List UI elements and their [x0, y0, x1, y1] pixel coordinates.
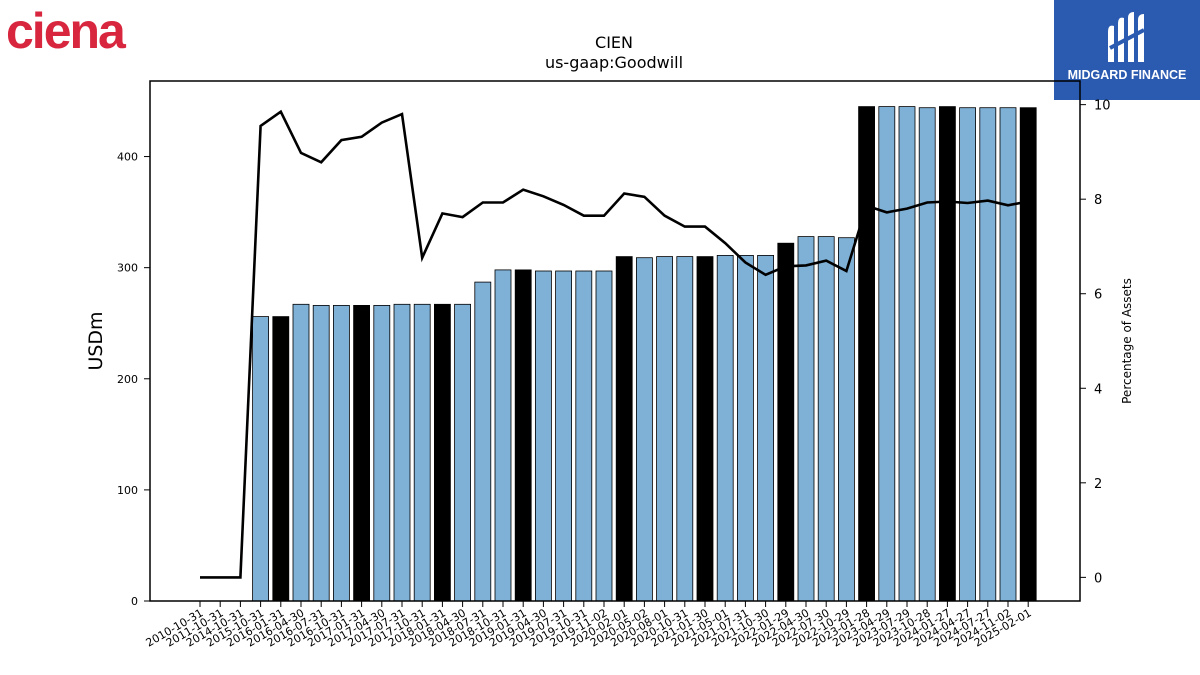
bar-2016-07-31	[312, 304, 330, 602]
chart-subtitle: us-gaap:Goodwill	[545, 53, 683, 72]
bar-2021-07-31	[737, 254, 754, 602]
midgard-logo-icon	[1108, 12, 1145, 63]
bar-2017-07-31	[393, 303, 411, 602]
bar-2016-01-31	[272, 316, 290, 602]
y2-tick-label: 2	[1094, 477, 1102, 492]
bar-2019-10-31	[575, 270, 593, 602]
y-tick-label: 100	[117, 484, 138, 497]
bar-2019-04-30	[535, 270, 552, 602]
y2-tick-label: 4	[1094, 382, 1102, 397]
bar-series	[252, 106, 1037, 602]
bar-2016-04-30	[292, 303, 310, 602]
bar-2017-04-30	[373, 304, 391, 602]
y-tick-label: 300	[117, 262, 138, 275]
bar-2018-07-31	[474, 281, 492, 602]
plot-frame	[149, 80, 1081, 602]
bar-2017-10-31	[413, 303, 431, 602]
publisher-logo-text: MIDGARD FINANCE	[1067, 68, 1187, 82]
bar-2023-10-28	[918, 107, 936, 602]
percentage-line	[200, 109, 1029, 579]
bar-2016-10-31	[332, 304, 350, 602]
bar-2021-10-30	[757, 254, 774, 602]
bar-2023-01-28	[858, 106, 875, 602]
y2-axis-label: Percentage of Assets	[1120, 278, 1134, 404]
bar-2024-11-02	[999, 107, 1017, 602]
bar-2022-10-29	[838, 237, 855, 602]
bar-2025-02-01	[1019, 107, 1037, 602]
bar-2021-01-30	[696, 256, 714, 602]
bar-2018-01-31	[433, 303, 451, 602]
bar-2020-10-31	[676, 256, 694, 602]
y-tick-label: 200	[117, 373, 138, 386]
y2-tick-label: 8	[1094, 193, 1102, 208]
bar-2018-10-31	[494, 269, 512, 602]
y2-axis-ticks: 0 2 4 6 8 10	[1080, 99, 1111, 586]
chart-title: CIEN	[595, 33, 633, 52]
bar-2022-01-29	[777, 242, 795, 602]
bar-2021-05-01	[716, 254, 734, 602]
bar-2024-01-27	[939, 106, 956, 602]
bar-2020-05-02	[636, 257, 653, 602]
bar-2023-04-29	[878, 106, 896, 602]
y2-tick-label: 6	[1094, 288, 1102, 303]
bar-2018-04-30	[454, 303, 472, 602]
bar-2020-02-01	[615, 256, 633, 602]
bar-2022-07-30	[817, 236, 835, 602]
company-logo: ciena	[6, 3, 126, 59]
bar-2019-11-02	[595, 270, 613, 602]
y2-tick-label: 10	[1094, 99, 1111, 114]
bar-2024-07-27	[979, 107, 997, 602]
bar-2019-07-31	[555, 270, 572, 602]
y-axis-ticks: 0 100 200 300 400	[117, 151, 150, 608]
bar-2020-08-01	[656, 256, 673, 602]
publisher-logo: MIDGARD FINANCE	[1054, 0, 1200, 100]
bar-2017-01-31	[353, 304, 371, 602]
bar-2024-04-27	[959, 107, 976, 602]
y2-tick-label: 0	[1094, 571, 1102, 586]
bar-2015-10-31	[252, 316, 270, 602]
y-tick-label: 0	[131, 595, 138, 608]
bar-2019-01-31	[514, 269, 532, 602]
x-axis-ticks: 2010-10-312011-10-312014-10-312015-10-31…	[144, 601, 1034, 650]
bar-2022-04-30	[797, 236, 815, 602]
y-axis-label: USDm	[85, 311, 107, 370]
bar-2023-07-29	[898, 106, 916, 602]
y-tick-label: 400	[117, 151, 138, 164]
